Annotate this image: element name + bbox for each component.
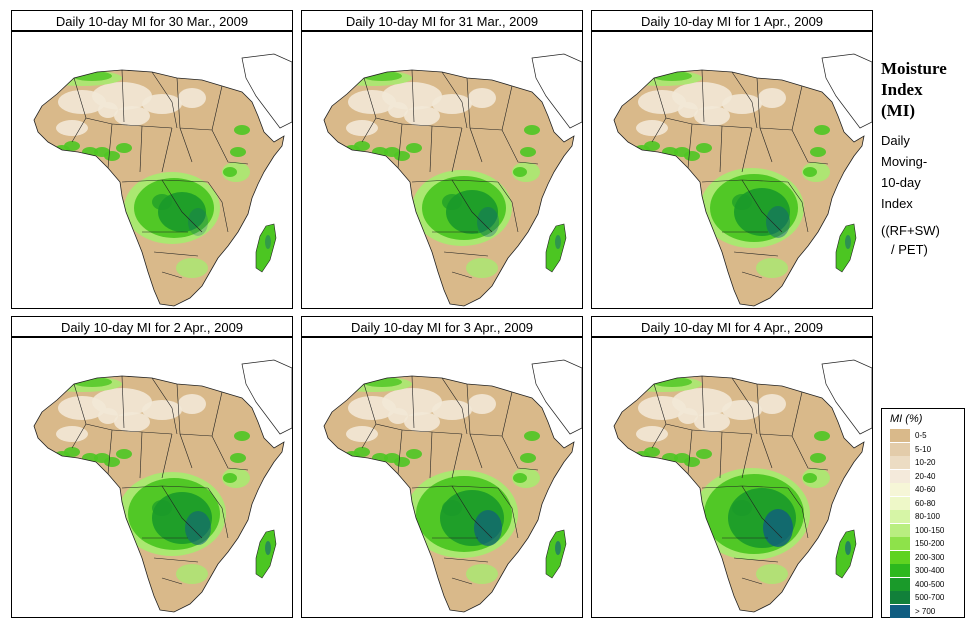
legend-item: 300-400 — [890, 564, 962, 577]
legend-swatch — [890, 604, 910, 618]
legend-swatch — [890, 456, 910, 469]
legend-item: 100-150 — [890, 523, 962, 537]
legend-swatch — [890, 442, 910, 456]
index-desc-line-4: Index — [881, 196, 913, 211]
africa-map-svg — [613, 359, 872, 613]
index-title-line-3: (MI) — [881, 101, 915, 120]
panel-title-1: Daily 10-day MI for 30 Mar., 2009 — [11, 10, 293, 31]
legend-label: 400-500 — [915, 579, 945, 589]
legend-item: 40-60 — [890, 483, 962, 496]
legend-swatch — [890, 510, 910, 523]
legend-item: 20-40 — [890, 469, 962, 483]
legend-swatch — [890, 496, 910, 510]
legend-label: > 700 — [915, 606, 936, 616]
index-desc-line-3: 10-day — [881, 175, 921, 190]
legend-label: 300-400 — [915, 566, 945, 575]
panel-title-4: Daily 10-day MI for 2 Apr., 2009 — [11, 316, 293, 337]
index-title-line-1: Moisture — [881, 59, 947, 78]
index-desc-line-1: Daily — [881, 133, 910, 148]
legend-swatch — [890, 550, 910, 564]
legend-label: 500-700 — [915, 593, 945, 602]
legend-item: 150-200 — [890, 537, 962, 550]
legend-label: 80-100 — [915, 512, 940, 521]
index-description: Daily Moving- 10-day Index — [881, 130, 973, 214]
legend-label: 60-80 — [915, 498, 936, 508]
index-title-line-2: Index — [881, 80, 923, 99]
legend-title: MI (%) — [890, 413, 923, 425]
legend-swatch — [890, 483, 910, 496]
africa-map-svg — [323, 53, 582, 307]
legend-swatch — [890, 429, 910, 442]
map-panel-30-mar — [11, 31, 293, 309]
legend-item: 60-80 — [890, 496, 962, 510]
index-formula-line-1: ((RF+SW) — [881, 223, 940, 238]
index-formula-line-2: / PET) — [891, 242, 928, 257]
legend-swatch — [890, 564, 910, 577]
legend-item: 5-10 — [890, 442, 962, 456]
map-panel-3-apr — [301, 337, 583, 618]
africa-map-svg — [33, 53, 292, 307]
panel-title-3: Daily 10-day MI for 1 Apr., 2009 — [591, 10, 873, 31]
legend-swatch — [890, 523, 910, 537]
map-panel-31-mar — [301, 31, 583, 309]
legend-label: 10-20 — [915, 458, 936, 467]
legend-label: 40-60 — [915, 485, 936, 494]
legend-swatch — [890, 469, 910, 483]
legend-label: 150-200 — [915, 539, 945, 548]
africa-map-svg — [323, 359, 582, 613]
index-desc-line-2: Moving- — [881, 154, 928, 169]
legend-swatch — [890, 591, 910, 604]
legend-item: 200-300 — [890, 550, 962, 564]
legend-swatch — [890, 577, 910, 591]
map-panel-1-apr — [591, 31, 873, 309]
legend-label: 20-40 — [915, 471, 936, 481]
legend-item: > 700 — [890, 604, 962, 618]
africa-map-svg — [613, 53, 872, 307]
map-panel-2-apr — [11, 337, 293, 618]
index-title: Moisture Index (MI) — [881, 58, 971, 121]
legend-label: 200-300 — [915, 552, 945, 562]
legend-item: 10-20 — [890, 456, 962, 469]
legend-label: 5-10 — [915, 444, 932, 454]
panel-title-2: Daily 10-day MI for 31 Mar., 2009 — [301, 10, 583, 31]
legend-label: 100-150 — [915, 525, 945, 535]
panel-title-5: Daily 10-day MI for 3 Apr., 2009 — [301, 316, 583, 337]
mi-legend: MI (%) 0-5 5-10 10-20 20-40 40-60 60-80 80-100… — [881, 408, 965, 618]
index-formula: ((RF+SW) / PET) — [881, 221, 973, 259]
legend-item: 0-5 — [890, 429, 962, 442]
legend-label: 0-5 — [915, 431, 927, 440]
legend-item: 80-100 — [890, 510, 962, 523]
map-panel-4-apr — [591, 337, 873, 618]
panel-title-6: Daily 10-day MI for 4 Apr., 2009 — [591, 316, 873, 337]
legend-swatch — [890, 537, 910, 550]
africa-map-svg — [33, 359, 292, 613]
legend-item: 400-500 — [890, 577, 962, 591]
legend-item: 500-700 — [890, 591, 962, 604]
